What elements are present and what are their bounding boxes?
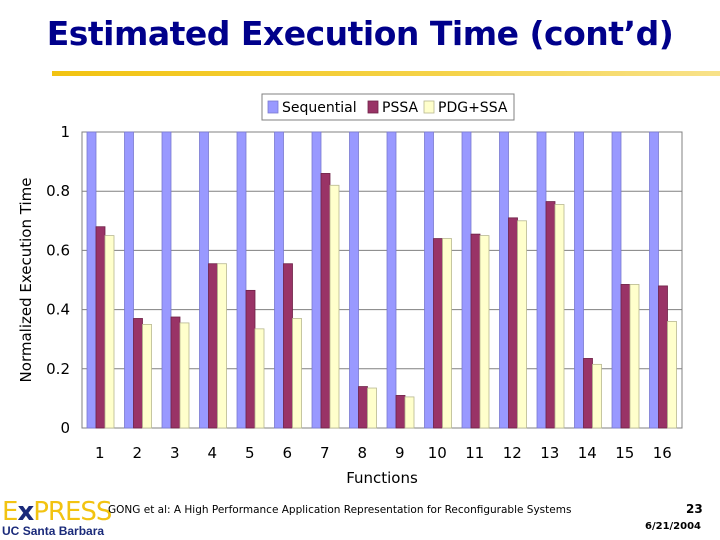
bar-sequential-8 <box>349 131 359 429</box>
bar-pssa-1 <box>95 226 106 429</box>
bar-pdgssa-4 <box>217 263 227 429</box>
x-tick-label: 1 <box>95 444 105 462</box>
legend-label: PSSA <box>382 100 418 116</box>
bar-pssa-8 <box>358 386 368 429</box>
bar-pssa-5 <box>245 289 256 429</box>
x-tick-label: 10 <box>428 444 447 462</box>
express-logo: ExPRESS UC Santa Barbara <box>2 497 112 540</box>
x-tick-label: 3 <box>170 444 180 462</box>
bar-sequential-16 <box>649 131 659 429</box>
bar-sequential-9 <box>386 131 397 429</box>
legend-box <box>261 93 515 121</box>
legend-swatch-pssa <box>367 100 379 114</box>
bar-sequential-2 <box>124 131 134 429</box>
bar-sequential-7 <box>311 131 322 429</box>
bar-pdgssa-5 <box>254 328 265 429</box>
bar-pdgssa-6 <box>292 318 302 429</box>
bar-pdgssa-8 <box>367 387 377 429</box>
x-tick-label: 4 <box>207 444 217 462</box>
bar-pssa-13 <box>545 201 556 429</box>
bar-pssa-3 <box>170 316 181 429</box>
bar-pdgssa-12 <box>517 220 527 429</box>
bar-pssa-6 <box>283 263 293 429</box>
bar-sequential-15 <box>611 131 622 429</box>
y-tick-label: 0.8 <box>46 182 70 200</box>
bar-pssa-12 <box>508 217 518 429</box>
y-tick-label: 1 <box>60 123 70 141</box>
footer-date: 6/21/2004 <box>645 521 702 532</box>
bar-sequential-1 <box>86 131 97 429</box>
logo-wordmark: ExPRESS <box>2 497 112 527</box>
bar-sequential-3 <box>161 131 172 429</box>
bar-pdgssa-1 <box>104 235 115 429</box>
bar-sequential-5 <box>236 131 247 429</box>
title-rule <box>52 71 720 76</box>
bar-pssa-16 <box>658 285 668 429</box>
bar-pssa-2 <box>133 318 143 429</box>
y-tick-label: 0.4 <box>46 301 70 319</box>
bar-pdgssa-16 <box>667 321 677 429</box>
x-tick-label: 15 <box>615 444 634 462</box>
bar-sequential-6 <box>274 131 284 429</box>
logo-subtitle: UC Santa Barbara <box>2 524 105 538</box>
x-tick-label: 5 <box>245 444 255 462</box>
x-tick-label: 9 <box>395 444 405 462</box>
bar-sequential-14 <box>574 131 584 429</box>
x-tick-label: 12 <box>503 444 522 462</box>
bar-pssa-15 <box>620 284 631 429</box>
bar-pdgssa-7 <box>329 184 340 429</box>
x-tick-label: 11 <box>465 444 484 462</box>
y-tick-label: 0.2 <box>46 360 70 378</box>
bar-pssa-4 <box>208 263 218 429</box>
legend-label: PDG+SSA <box>438 100 508 116</box>
bar-sequential-13 <box>536 131 547 429</box>
bar-pdgssa-15 <box>629 284 640 429</box>
legend-swatch-pdgssa <box>423 100 435 114</box>
x-tick-label: 13 <box>540 444 559 462</box>
bar-pdgssa-11 <box>479 235 490 429</box>
legend-swatch-sequential <box>267 100 279 114</box>
bar-pssa-14 <box>583 358 593 429</box>
bar-pssa-9 <box>395 395 406 429</box>
footer-citation: GONG et al: A High Performance Applicati… <box>108 504 572 516</box>
bar-pdgssa-9 <box>404 396 415 429</box>
y-axis-title: Normalized Execution Time <box>17 178 35 383</box>
bar-pdgssa-13 <box>554 204 565 429</box>
bar-pdgssa-10 <box>442 238 452 429</box>
y-tick-label: 0 <box>60 419 70 437</box>
bar-sequential-10 <box>424 131 434 429</box>
x-tick-label: 16 <box>653 444 672 462</box>
page-number: 23 <box>686 502 703 516</box>
legend: Sequential PSSA PDG+SSA <box>261 93 515 121</box>
x-tick-label: 6 <box>282 444 292 462</box>
bar-pssa-11 <box>470 233 481 429</box>
x-tick-label: 8 <box>357 444 367 462</box>
x-tick-label: 7 <box>320 444 330 462</box>
slide-title: Estimated Execution Time (cont’d) <box>46 14 674 53</box>
bar-sequential-11 <box>461 131 472 429</box>
bar-sequential-4 <box>199 131 209 429</box>
x-tick-label: 2 <box>132 444 142 462</box>
legend-label: Sequential <box>282 100 357 116</box>
bar-pdgssa-14 <box>592 363 602 429</box>
bar-sequential-12 <box>499 131 509 429</box>
bar-chart: 00.20.40.60.811 2 3 4 5 6 7 8 9 10 11 12 13 14 15 16Fun… <box>17 93 683 487</box>
x-axis-title: Functions <box>346 469 418 487</box>
y-tick-label: 0.6 <box>46 241 70 259</box>
bar-pdgssa-3 <box>179 322 190 429</box>
bar-pssa-7 <box>320 173 331 429</box>
bar-pdgssa-2 <box>142 323 152 429</box>
bar-pssa-10 <box>433 238 443 429</box>
x-tick-label: 14 <box>578 444 597 462</box>
